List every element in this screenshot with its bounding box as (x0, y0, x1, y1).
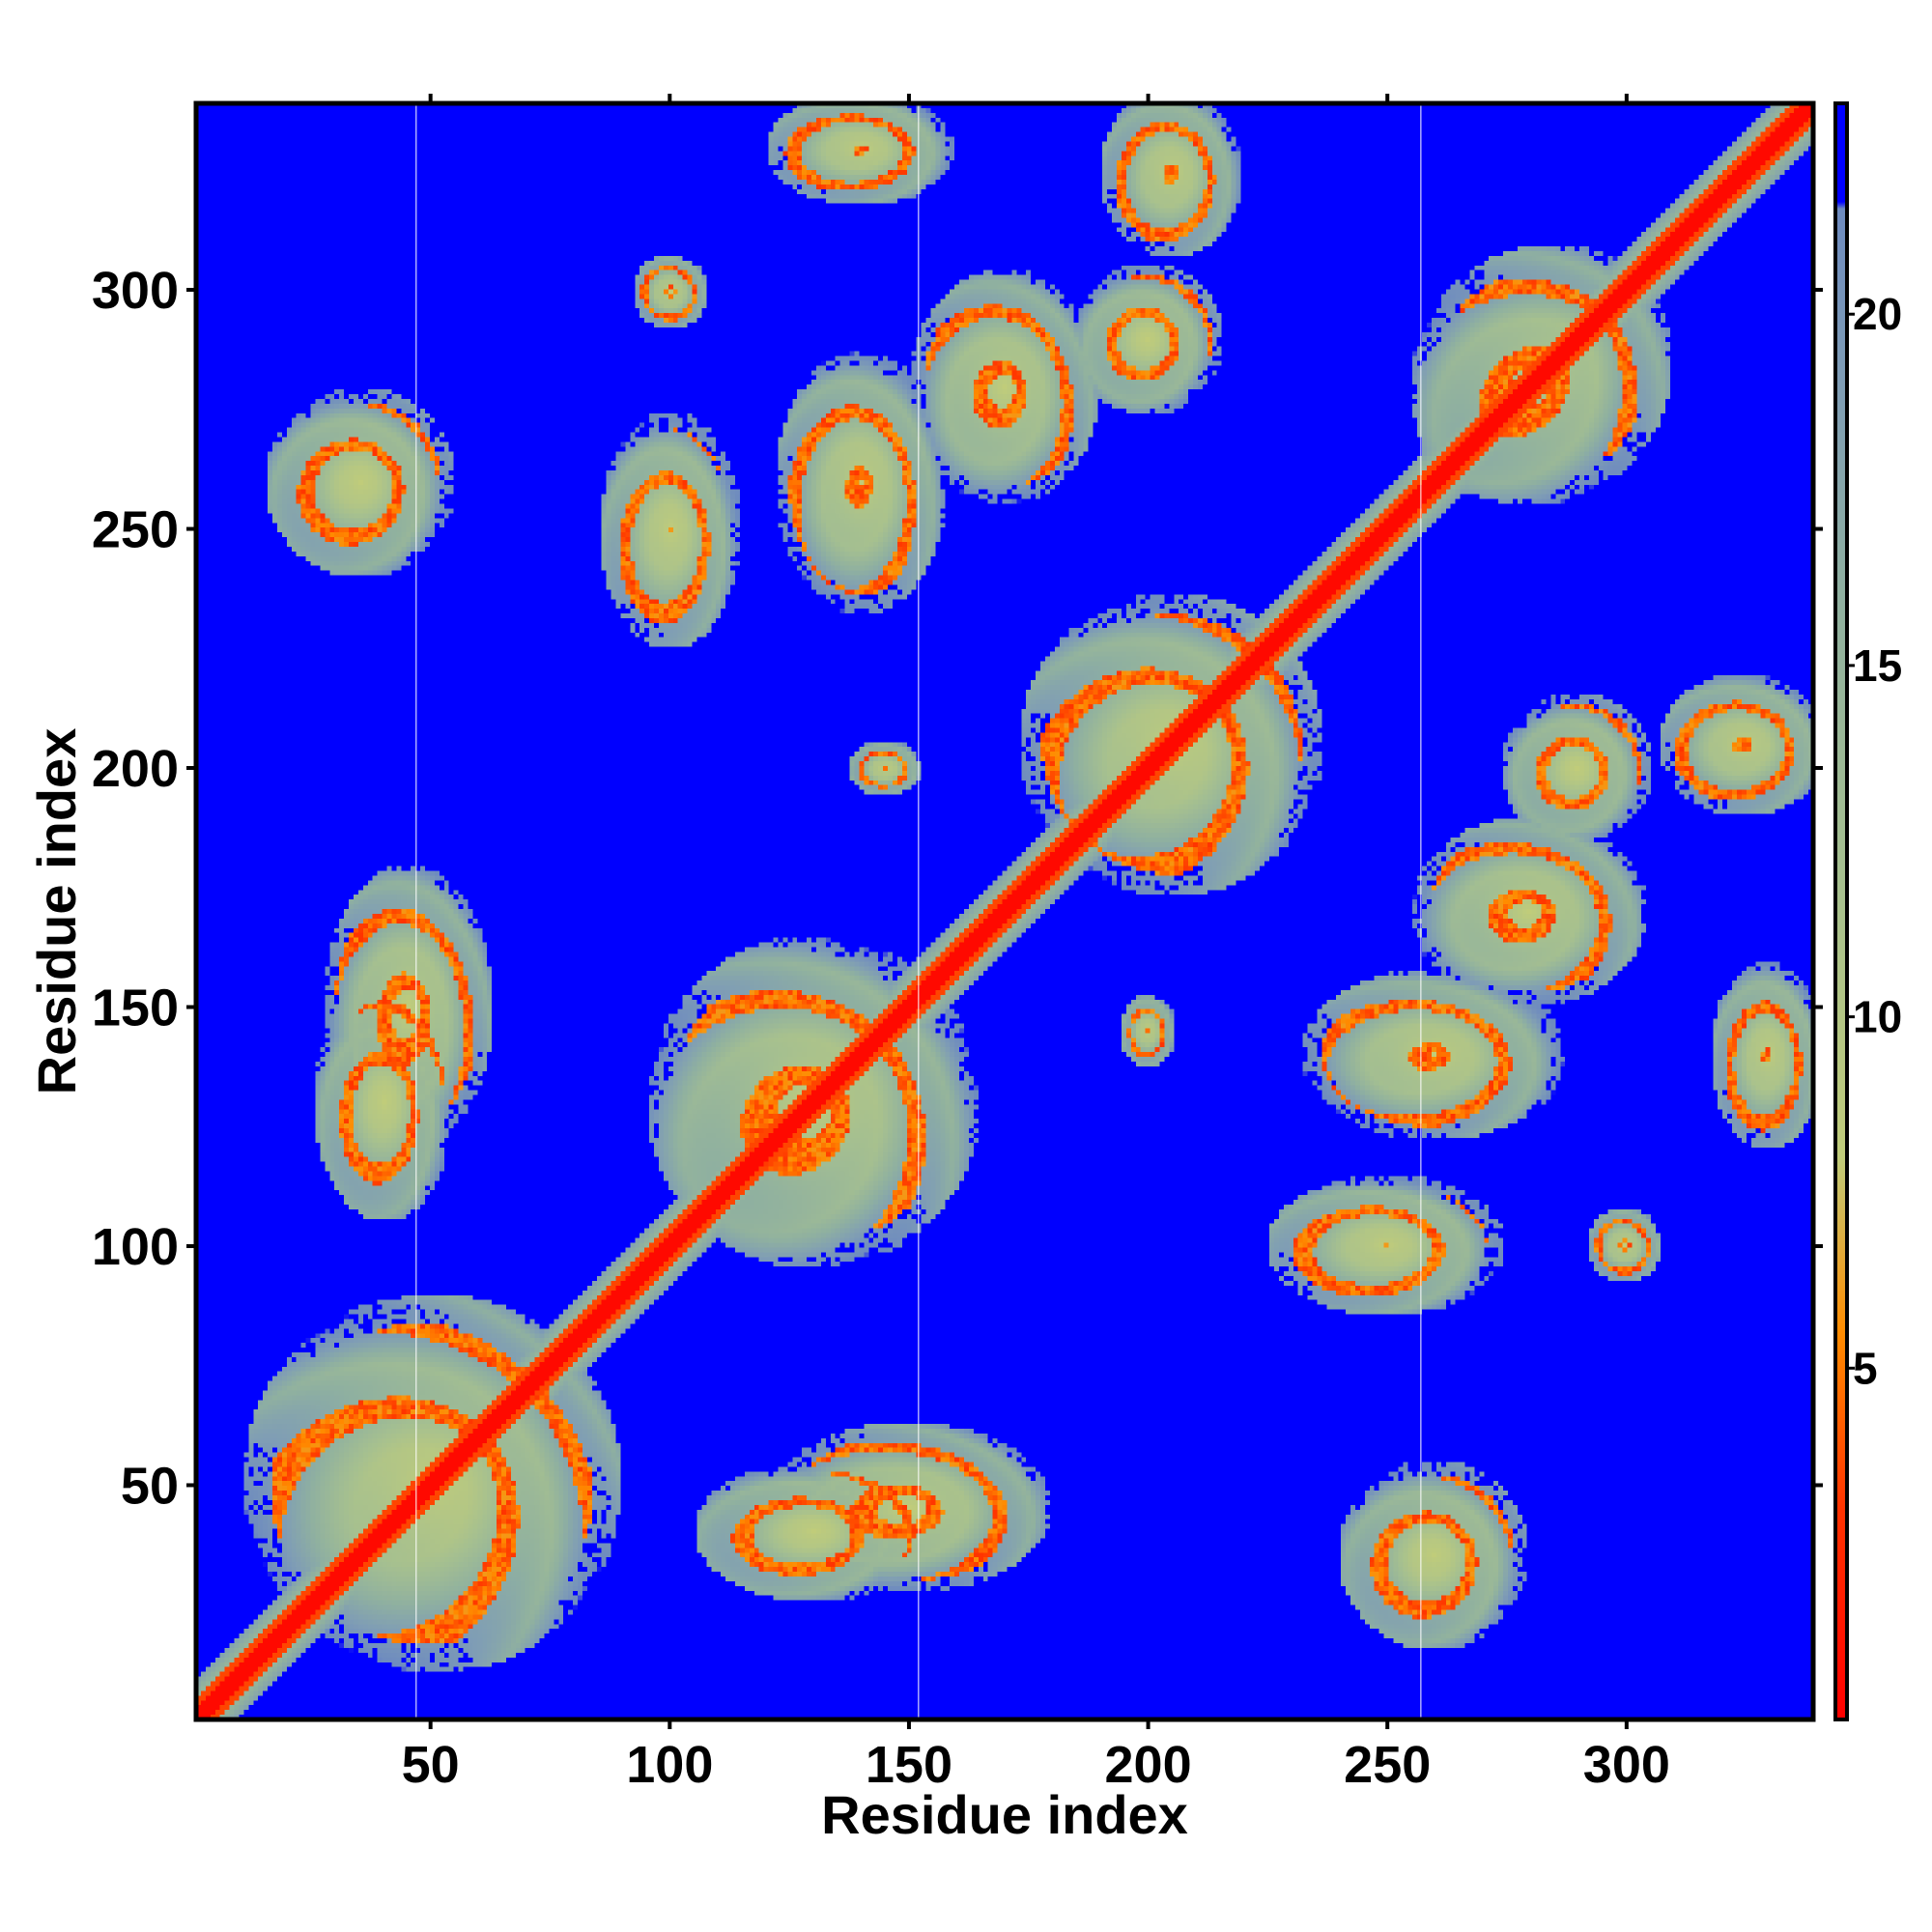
x-tick-label: 150 (866, 1736, 952, 1794)
colorbar-gradient (1833, 101, 1849, 1721)
heatmap-image (196, 103, 1813, 1719)
y-tick-label: 100 (92, 1218, 179, 1276)
plot-frame (193, 100, 1816, 1722)
x-tick-label: 100 (626, 1736, 713, 1794)
y-tick-label: 300 (92, 262, 179, 320)
y-tick-label: 150 (92, 979, 179, 1037)
colorbar-tick-label: 5 (1853, 1343, 1878, 1393)
x-tick-label: 50 (402, 1736, 460, 1794)
colorbar-tick-label: 20 (1853, 289, 1902, 339)
x-tick-label: 200 (1105, 1736, 1192, 1794)
x-tick-label: 250 (1344, 1736, 1431, 1794)
colorbar-tick-label: 10 (1853, 992, 1902, 1042)
heatmap-plot-area (196, 103, 1813, 1719)
y-tick-label: 250 (92, 501, 179, 559)
y-tick-label: 200 (92, 740, 179, 798)
colorbar: 5 10 15 20 (1833, 101, 1902, 1721)
x-tick-label: 300 (1583, 1736, 1670, 1794)
y-axis-label: Residue index (26, 728, 87, 1095)
y-tick-label: 50 (121, 1457, 179, 1515)
x-axis-ticks: 50 100 150 200 250 300 (402, 94, 1670, 1794)
colorbar-tick-label: 15 (1853, 640, 1902, 691)
guide-lines (415, 103, 1422, 1719)
y-axis-ticks: 50 100 150 200 250 300 (92, 262, 1823, 1515)
x-axis-label: Residue index (821, 1784, 1188, 1845)
